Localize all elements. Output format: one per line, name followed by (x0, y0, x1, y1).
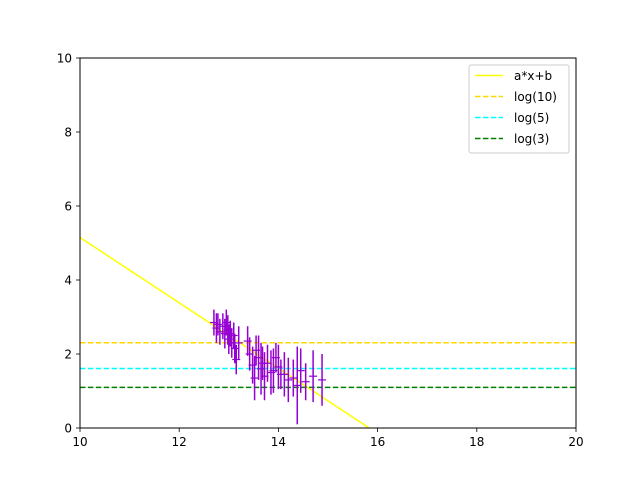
y-tick-label-0: 0 (64, 422, 72, 436)
axes: 10 12 14 16 18 20 0 2 4 6 8 10 (57, 52, 584, 450)
y-tick-label-4: 8 (64, 126, 72, 140)
errorbar-point-1 (212, 313, 221, 343)
errorbar-point-35 (301, 363, 310, 401)
errorbar-point-11 (229, 322, 238, 349)
y-tick-label-3: 6 (64, 200, 72, 214)
errorbar-point-37 (318, 354, 327, 406)
x-tick-label-3: 16 (370, 435, 385, 449)
y-tick-label-1: 2 (64, 348, 72, 362)
errorbar-point-18 (250, 355, 259, 401)
legend-label-3: log(3) (514, 132, 549, 146)
legend-box (468, 64, 570, 154)
errorbar-point-6 (222, 309, 231, 336)
errorbar-point-31 (284, 357, 293, 403)
errorbar-point-21 (257, 342, 266, 395)
legend: a*x+b log(10) log(5) log(3) (468, 64, 570, 154)
legend-label-2: log(5) (514, 111, 549, 125)
errorbar-point-14 (234, 326, 243, 360)
plot-area (80, 236, 576, 428)
errorbar-point-12 (230, 333, 239, 364)
x-tick-label-4: 18 (469, 435, 484, 449)
x-tick-label-0: 10 (72, 435, 87, 449)
errorbar-point-30 (280, 352, 289, 397)
y-tick-label-5: 10 (57, 52, 72, 66)
legend-label-1: log(10) (514, 90, 557, 104)
legend-label-0: a*x+b (514, 69, 552, 83)
errorbar-point-32 (289, 359, 298, 397)
errorbar-point-33 (293, 346, 302, 425)
x-tick-label-2: 14 (271, 435, 286, 449)
errorbar-point-24 (263, 344, 272, 382)
x-tick-label-5: 20 (568, 435, 583, 449)
errorbar-point-36 (309, 350, 318, 403)
y-tick-label-2: 4 (64, 274, 72, 288)
errorbar-point-34 (296, 348, 305, 393)
plot-frame (79, 57, 577, 429)
errorbar-point-9 (226, 320, 235, 347)
x-tick-label-1: 12 (172, 435, 187, 449)
